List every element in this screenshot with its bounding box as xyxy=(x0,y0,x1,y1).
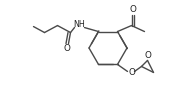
Text: O: O xyxy=(129,5,136,14)
Text: O: O xyxy=(64,44,70,53)
Text: NH: NH xyxy=(73,20,85,29)
Text: O: O xyxy=(144,51,151,60)
Text: O: O xyxy=(128,68,135,77)
